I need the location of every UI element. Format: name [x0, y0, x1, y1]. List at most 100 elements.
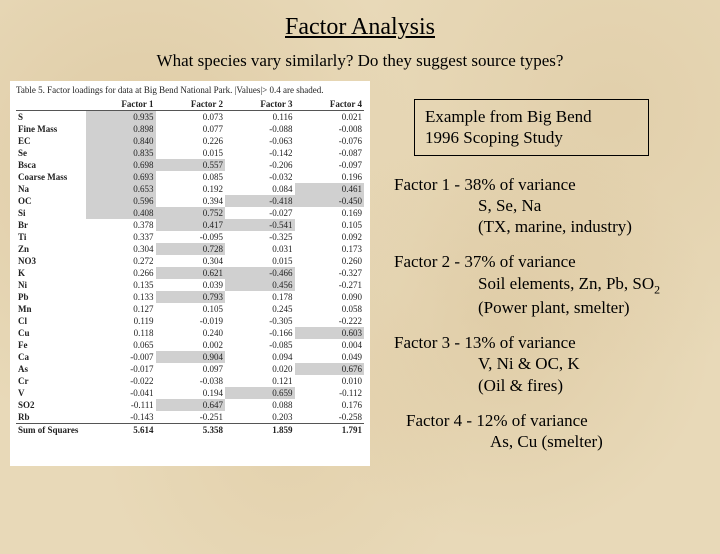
table-cell: 0.203	[225, 411, 295, 424]
table-cell: 0.898	[86, 123, 156, 135]
table-cell: 0.039	[156, 279, 226, 291]
table-cell: -0.418	[225, 195, 295, 207]
table-cell: 0.194	[156, 387, 226, 399]
table-row: Bsca0.6980.557-0.206-0.097	[16, 159, 364, 171]
table-row: NO30.2720.3040.0150.260	[16, 255, 364, 267]
table-cell: 0.461	[295, 183, 365, 195]
row-label: Cr	[16, 375, 86, 387]
factor-3-species: V, Ni & OC, K	[394, 353, 710, 374]
table-cell: 0.621	[156, 267, 226, 279]
table-cell: 0.127	[86, 303, 156, 315]
table-header: Factor 4	[295, 98, 365, 111]
table-cell: -0.076	[295, 135, 365, 147]
table-cell: -0.305	[225, 315, 295, 327]
table-cell: -0.466	[225, 267, 295, 279]
table-cell: 0.004	[295, 339, 365, 351]
table-cell: 0.002	[156, 339, 226, 351]
row-label: NO3	[16, 255, 86, 267]
table-cell: 0.031	[225, 243, 295, 255]
table-cell: -0.007	[86, 351, 156, 363]
row-label: Cl	[16, 315, 86, 327]
table-cell: 0.196	[295, 171, 365, 183]
table-cell: 0.304	[156, 255, 226, 267]
table-cell: 0.337	[86, 231, 156, 243]
table-cell: 0.097	[156, 363, 226, 375]
table-cell: 0.135	[86, 279, 156, 291]
table-cell: 0.010	[295, 375, 365, 387]
table-cell: -0.063	[225, 135, 295, 147]
table-cell: -0.112	[295, 387, 365, 399]
sum-cell: 5.614	[86, 424, 156, 437]
table-cell: -0.087	[295, 147, 365, 159]
table-row: As-0.0170.0970.0200.676	[16, 363, 364, 375]
table-row: Coarse Mass0.6930.085-0.0320.196	[16, 171, 364, 183]
table-cell: 0.260	[295, 255, 365, 267]
example-line-2: 1996 Scoping Study	[425, 128, 563, 147]
table-cell: 0.647	[156, 399, 226, 411]
row-label: OC	[16, 195, 86, 207]
sum-cell: 1.859	[225, 424, 295, 437]
table-cell: 0.178	[225, 291, 295, 303]
table-cell: 0.015	[156, 147, 226, 159]
table-cell: -0.327	[295, 267, 365, 279]
factor-1-species: S, Se, Na	[394, 195, 710, 216]
table-cell: 0.272	[86, 255, 156, 267]
table-cell: -0.041	[86, 387, 156, 399]
table-cell: 0.020	[225, 363, 295, 375]
table-row: K0.2660.621-0.466-0.327	[16, 267, 364, 279]
table-cell: 0.394	[156, 195, 226, 207]
table-cell: 0.676	[295, 363, 365, 375]
table-cell: 0.653	[86, 183, 156, 195]
table-cell: -0.450	[295, 195, 365, 207]
summary-panel: Example from Big Bend 1996 Scoping Study…	[370, 81, 710, 466]
row-label: Rb	[16, 411, 86, 424]
factor-1-source: (TX, marine, industry)	[394, 216, 710, 237]
table-cell: 0.793	[156, 291, 226, 303]
row-label: Fine Mass	[16, 123, 86, 135]
table-cell: 0.904	[156, 351, 226, 363]
table-row: Si0.4080.752-0.0270.169	[16, 207, 364, 219]
table-cell: 0.094	[225, 351, 295, 363]
table-cell: -0.022	[86, 375, 156, 387]
table-cell: 0.084	[225, 183, 295, 195]
table-cell: 0.728	[156, 243, 226, 255]
row-label: Zn	[16, 243, 86, 255]
table-cell: -0.206	[225, 159, 295, 171]
row-label: S	[16, 111, 86, 124]
row-label: Mn	[16, 303, 86, 315]
table-cell: 0.240	[156, 327, 226, 339]
table-cell: 0.116	[225, 111, 295, 124]
table-cell: 0.192	[156, 183, 226, 195]
factor-1-block: Factor 1 - 38% of variance S, Se, Na (TX…	[394, 174, 710, 238]
table-cell: -0.222	[295, 315, 365, 327]
table-cell: 0.226	[156, 135, 226, 147]
table-row: S0.9350.0730.1160.021	[16, 111, 364, 124]
factor-2-source: (Power plant, smelter)	[394, 297, 710, 318]
table-cell: 0.015	[225, 255, 295, 267]
table-cell: 0.304	[86, 243, 156, 255]
table-cell: 0.935	[86, 111, 156, 124]
row-label: V	[16, 387, 86, 399]
factor-3-block: Factor 3 - 13% of variance V, Ni & OC, K…	[394, 332, 710, 396]
table-cell: 0.603	[295, 327, 365, 339]
table-row: Ca-0.0070.9040.0940.049	[16, 351, 364, 363]
table-cell: -0.166	[225, 327, 295, 339]
table-cell: 0.378	[86, 219, 156, 231]
table-row: Pb0.1330.7930.1780.090	[16, 291, 364, 303]
table-cell: 0.058	[295, 303, 365, 315]
table-cell: 0.698	[86, 159, 156, 171]
table-cell: -0.095	[156, 231, 226, 243]
row-label: Fe	[16, 339, 86, 351]
table-row: Ti0.337-0.095-0.3250.092	[16, 231, 364, 243]
table-cell: -0.085	[225, 339, 295, 351]
table-cell: -0.088	[225, 123, 295, 135]
table-row: Fine Mass0.8980.077-0.088-0.008	[16, 123, 364, 135]
table-cell: 0.456	[225, 279, 295, 291]
row-label: Ti	[16, 231, 86, 243]
table-cell: 0.090	[295, 291, 365, 303]
row-label: EC	[16, 135, 86, 147]
factor-2-title: Factor 2 - 37% of variance	[394, 251, 710, 272]
table-cell: -0.019	[156, 315, 226, 327]
table-header	[16, 98, 86, 111]
table-cell: -0.008	[295, 123, 365, 135]
